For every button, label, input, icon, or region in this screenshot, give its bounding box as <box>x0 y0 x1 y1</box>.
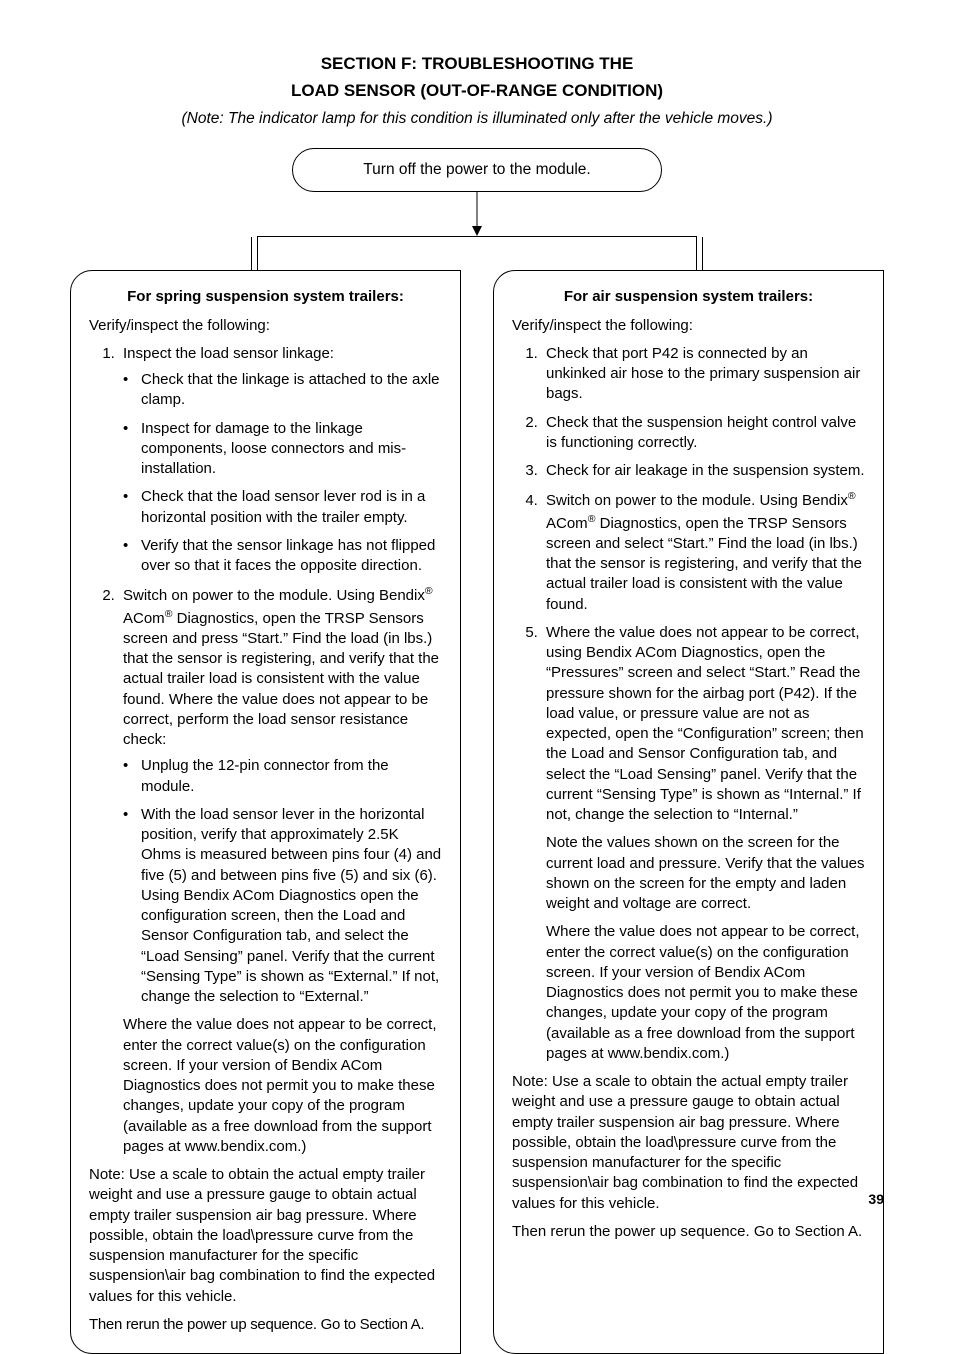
air-final: Then rerun the power up sequence. Go to … <box>512 1222 865 1242</box>
spring-sub-2a: Unplug the 12-pin connector from the mod… <box>123 756 442 797</box>
spring-note: Note: Use a scale to obtain the actual e… <box>89 1165 442 1307</box>
air-step-1: Check that port P42 is connected by an u… <box>542 344 865 405</box>
air-step-5: Where the value does not appear to be co… <box>542 623 865 826</box>
air-note: Note: Use a scale to obtain the actual e… <box>512 1072 865 1214</box>
header-note: (Note: The indicator lamp for this condi… <box>70 110 884 128</box>
air-verify: Verify/inspect the following: <box>512 316 865 336</box>
spring-sub-1d: Verify that the sensor linkage has not f… <box>123 536 442 577</box>
air-step-4: Switch on power to the module. Using Ben… <box>542 489 865 615</box>
air-suspension-box: For air suspension system trailers: Veri… <box>493 270 884 1354</box>
spring-step-2: Switch on power to the module. Using Ben… <box>119 584 442 1007</box>
spring-step-1: Inspect the load sensor linkage: Check t… <box>119 344 442 577</box>
spring-sub-2c: Where the value does not appear to be co… <box>123 1015 442 1157</box>
section-heading-line1: SECTION F: TROUBLESHOOTING THE <box>70 50 884 77</box>
spring-step-1-text: Inspect the load sensor linkage: <box>123 345 334 362</box>
air-para-5b: Where the value does not appear to be co… <box>546 922 865 1064</box>
air-step-2: Check that the suspension height control… <box>542 413 865 454</box>
flow-arrow <box>70 192 884 270</box>
spring-sub-1b: Inspect for damage to the linkage compon… <box>123 419 442 480</box>
spring-sub-1c: Check that the load sensor lever rod is … <box>123 487 442 528</box>
spring-final: Then rerun the power up sequence. Go to … <box>89 1315 442 1335</box>
spring-verify: Verify/inspect the following: <box>89 316 442 336</box>
spring-step-2-text: Switch on power to the module. Using Ben… <box>123 587 439 748</box>
section-heading-line2: LOAD SENSOR (OUT-OF-RANGE CONDITION) <box>70 77 884 104</box>
page-number: 39 <box>868 1191 884 1207</box>
air-para-5a: Note the values shown on the screen for … <box>546 833 865 914</box>
air-title: For air suspension system trailers: <box>512 287 865 307</box>
spring-sub-1a: Check that the linkage is attached to th… <box>123 370 442 411</box>
flow-start-node: Turn off the power to the module. <box>292 148 662 192</box>
spring-sub-2b: With the load sensor lever in the horizo… <box>123 805 442 1008</box>
spring-suspension-box: For spring suspension system trailers: V… <box>70 270 461 1354</box>
spring-title: For spring suspension system trailers: <box>89 287 442 307</box>
air-step-3: Check for air leakage in the suspension … <box>542 461 865 481</box>
